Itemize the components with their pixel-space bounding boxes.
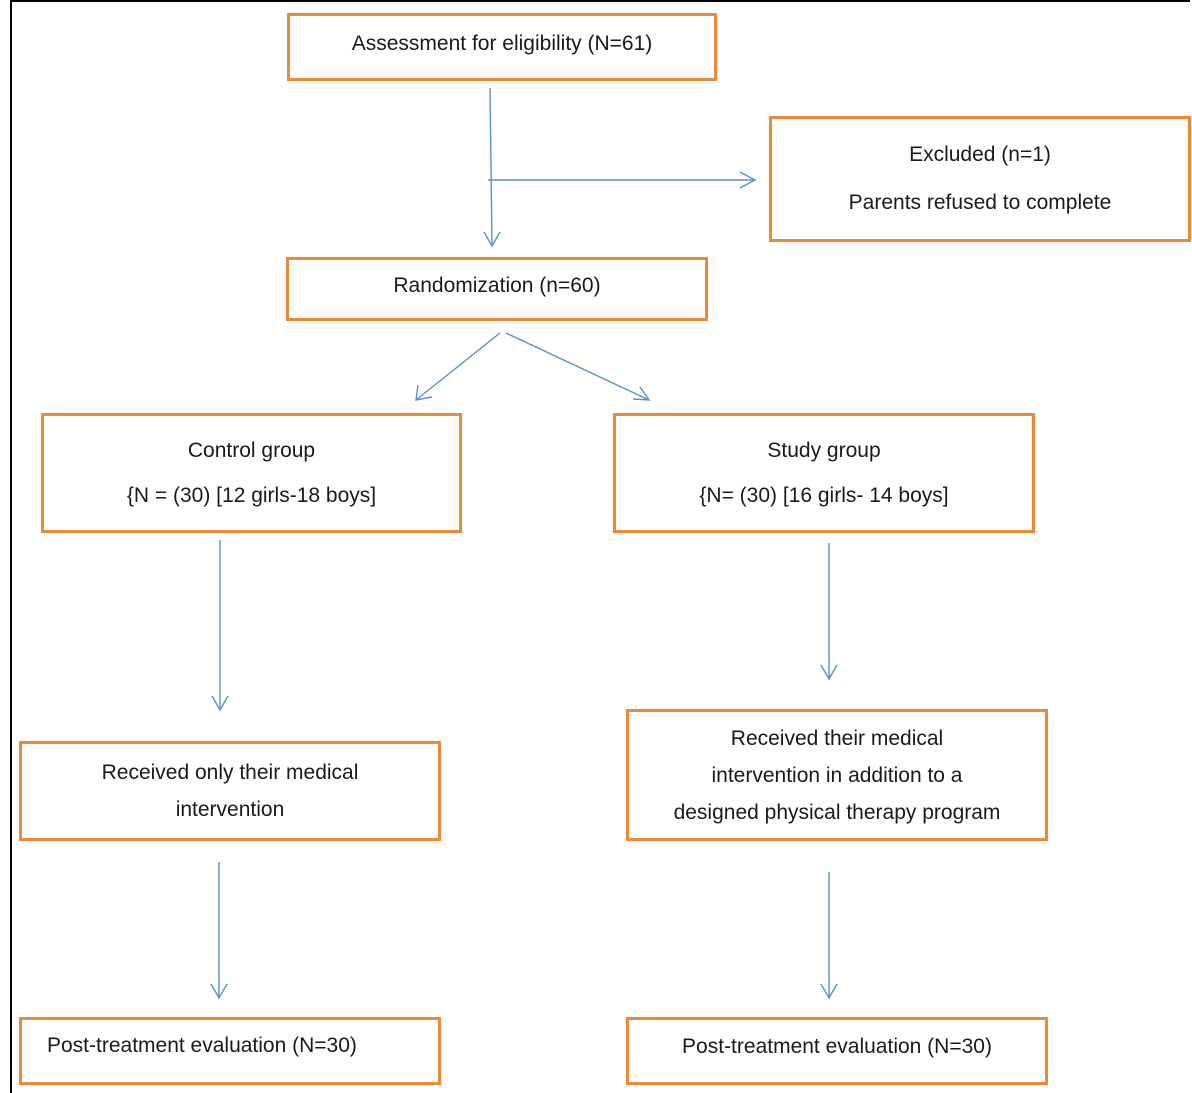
control-evaluation-text: Post-treatment evaluation (N=30) (47, 1033, 357, 1057)
study-intervention-line3: designed physical therapy program (673, 800, 1001, 824)
arrowhead-control-evaluation (210, 983, 228, 1000)
control-group-details: {N = (30) [12 girls-18 boys] (126, 483, 377, 507)
control-evaluation-box: Post-treatment evaluation (N=30) (19, 1017, 441, 1085)
control-intervention-line2: intervention (175, 798, 285, 821)
study-group-title: Study group (767, 438, 881, 462)
diagram-frame (10, 0, 1190, 1093)
study-evaluation-text: Post-treatment evaluation (N=30) (682, 1034, 992, 1058)
excluded-title: Excluded (n=1) (909, 143, 1051, 166)
study-intervention-line1: Received their medical (730, 726, 944, 750)
control-group-title: Control group (187, 438, 316, 462)
excluded-reason: Parents refused to complete (848, 191, 1112, 214)
study-group-details: {N= (30) [16 girls- 14 boys] (699, 483, 949, 507)
study-evaluation-box: Post-treatment evaluation (N=30) (626, 1017, 1048, 1085)
control-group-box: Control group {N = (30) [12 girls-18 boy… (41, 413, 462, 533)
arrow-assessment-to-randomization (489, 87, 493, 247)
arrow-to-study (505, 332, 650, 401)
arrowhead-study (632, 386, 651, 401)
study-group-box: Study group {N= (30) [16 girls- 14 boys] (613, 413, 1035, 533)
assessment-text: Assessment for eligibility (N=61) (351, 31, 653, 55)
randomization-text: Randomization (n=60) (393, 273, 601, 297)
arrowhead-study-intervention (820, 664, 838, 681)
assessment-box: Assessment for eligibility (N=61) (287, 13, 717, 81)
arrowhead-control-intervention (211, 695, 229, 712)
control-intervention-line1: Received only their medical (101, 761, 359, 784)
control-intervention-box: Received only their medical intervention (19, 741, 441, 841)
randomization-box: Randomization (n=60) (286, 257, 708, 321)
arrowhead-control (415, 384, 433, 401)
study-intervention-box: Received their medical intervention in a… (626, 709, 1048, 841)
arrowhead-study-evaluation (820, 983, 838, 1000)
excluded-box: Excluded (n=1) Parents refused to comple… (769, 116, 1191, 242)
arrow-to-control (415, 332, 501, 401)
study-intervention-line2: intervention in addition to a (711, 763, 963, 787)
arrowhead-excluded (739, 171, 757, 189)
arrowhead-randomization (483, 231, 501, 248)
